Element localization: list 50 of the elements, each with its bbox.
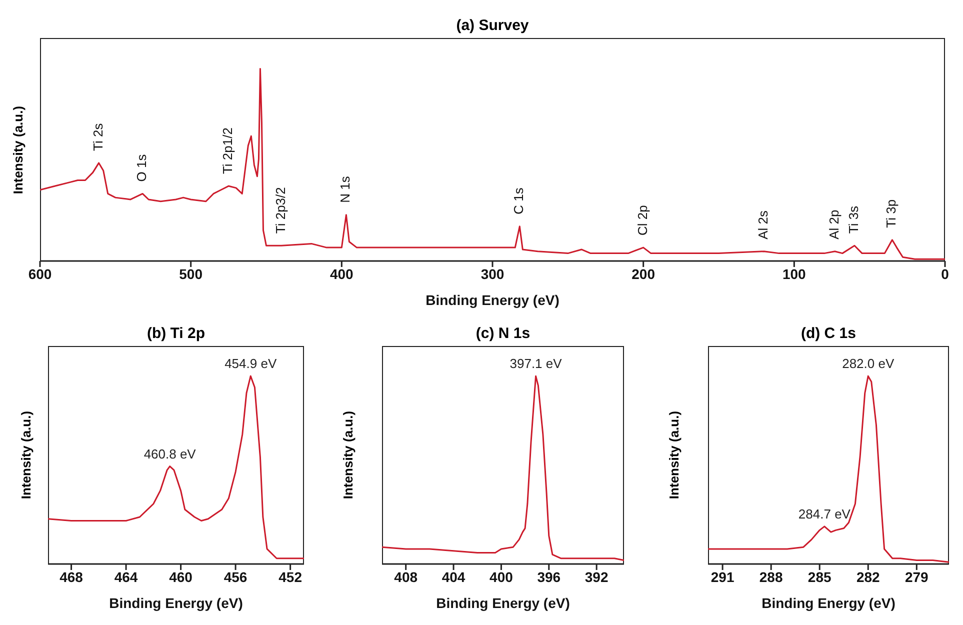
annotation: Al 2p (826, 210, 842, 240)
x-tick-label: 464 (114, 568, 138, 585)
annotation: Ti 3s (846, 205, 861, 234)
x-tick-label: 300 (480, 266, 504, 282)
annotation: Al 2s (755, 210, 770, 240)
x-tick-label: 468 (60, 568, 84, 585)
x-axis-title: Binding Energy (eV) (436, 595, 570, 611)
annotation: 397.1 eV (510, 356, 562, 372)
x-tick-label: 404 (442, 568, 466, 585)
y-axis-title: Intensity (a.u.) (340, 410, 356, 500)
annotation: Cl 2p (634, 205, 650, 236)
x-tick-label: 500 (179, 266, 203, 282)
annotation: Ti 2s (90, 122, 106, 151)
x-tick-label: 285 (808, 568, 832, 585)
x-tick-label: 396 (537, 568, 561, 585)
x-tick-label: 452 (278, 568, 302, 585)
chart-title: (d) C 1s (800, 325, 857, 342)
x-tick-label: 200 (632, 266, 656, 282)
x-axis-title: Binding Energy (eV) (426, 292, 560, 308)
x-tick-label: 0 (941, 266, 950, 282)
x-tick-label: 460 (169, 568, 193, 585)
chart-title: (b) Ti 2p (146, 325, 206, 342)
x-tick-label: 392 (584, 568, 608, 585)
x-tick-label: 456 (224, 568, 248, 585)
chart-title: (c) N 1s (474, 325, 532, 342)
chart-title: (a) Survey (455, 17, 530, 34)
y-axis-title: Intensity (a.u.) (18, 410, 34, 500)
x-tick-label: 288 (759, 568, 783, 585)
x-tick-label: 600 (28, 266, 52, 282)
y-axis-title: Intensity (a.u.) (10, 105, 26, 194)
x-axis-title: Binding Energy (eV) (762, 595, 896, 611)
annotation: O 1s (134, 154, 150, 182)
annotation: 282.0 eV (842, 356, 894, 372)
x-tick-label: 400 (490, 568, 514, 585)
annotation: N 1s (338, 176, 353, 203)
annotation: C 1s (511, 187, 526, 214)
x-tick-label: 408 (394, 568, 418, 585)
y-axis-title: Intensity (a.u.) (666, 410, 682, 500)
x-tick-label: 100 (782, 266, 806, 282)
annotation: Ti 2p1/2 (220, 128, 235, 174)
annotation: 460.8 eV (144, 446, 196, 462)
x-axis-title: Binding Energy (eV) (109, 595, 243, 611)
x-tick-label: 279 (904, 568, 929, 585)
x-tick-label: 291 (710, 568, 734, 585)
annotation: Ti 2p3/2 (272, 187, 288, 234)
annotation: 284.7 eV (798, 506, 851, 522)
x-tick-label: 282 (856, 568, 880, 585)
x-tick-label: 400 (330, 266, 354, 282)
annotation: 454.9 eV (224, 356, 277, 372)
annotation: Ti 3p (884, 199, 899, 228)
